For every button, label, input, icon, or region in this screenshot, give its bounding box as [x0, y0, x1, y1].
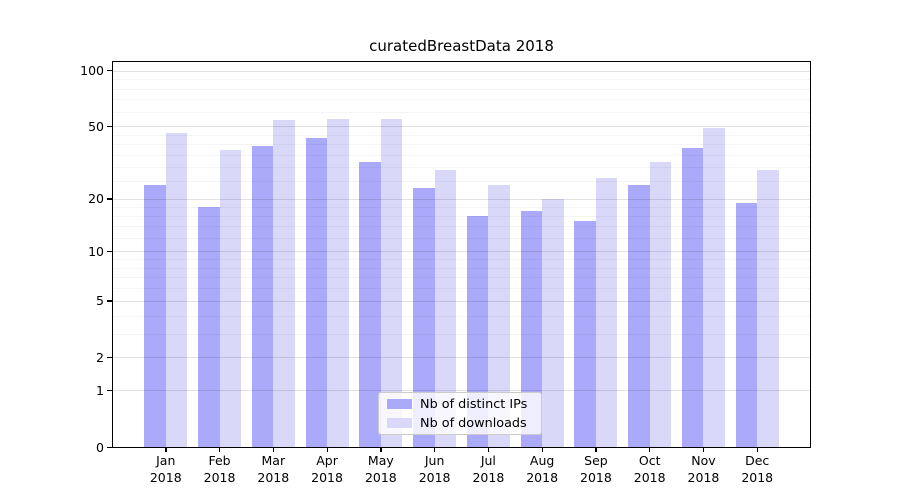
x-tick-year: 2018: [203, 469, 236, 485]
x-tick-year: 2018: [580, 469, 612, 485]
y-tick-mark: [107, 300, 112, 302]
x-tick-year: 2018: [741, 469, 774, 485]
y-tick-mark: [107, 125, 112, 128]
bar-distinct-ips-aug: [520, 211, 543, 447]
x-tick-mark: [219, 448, 221, 452]
legend-swatch-downloads: [387, 418, 412, 428]
x-tick-mark: [487, 448, 490, 452]
legend-label-distinct-ips: Nb of distinct IPs: [420, 396, 528, 412]
x-tick-month: Aug: [529, 453, 555, 468]
x-tick-month: Mar: [261, 453, 286, 468]
bar-distinct-ips-oct: [628, 184, 650, 447]
y-tick-label: 20: [88, 191, 104, 207]
y-tick-mark: [107, 198, 112, 200]
legend-swatch-distinct-ips: [387, 399, 412, 409]
bar-distinct-ips-may: [359, 161, 381, 447]
x-tick-mark: [272, 448, 275, 452]
bar-downloads-jul: [488, 184, 510, 447]
x-tick-year: 2018: [472, 469, 505, 485]
legend: Nb of distinct IPs Nb of downloads: [378, 392, 542, 435]
y-tick-label: 50: [88, 118, 104, 134]
x-tick-month: Oct: [638, 453, 661, 468]
y-tick-mark: [107, 250, 112, 253]
bar-downloads-sep: [595, 178, 618, 447]
x-tick-month: Feb: [208, 453, 231, 468]
x-tick-month: Sep: [584, 453, 608, 468]
x-tick-mark: [595, 448, 597, 452]
x-tick-label: Jul 2018: [458, 453, 518, 486]
bar-downloads-may: [380, 118, 403, 447]
x-tick-label: Feb 2018: [190, 453, 250, 486]
bar-downloads-apr: [327, 118, 349, 447]
y-tick-label: 10: [88, 243, 104, 259]
x-tick-label: May 2018: [351, 453, 411, 486]
x-tick-year: 2018: [149, 469, 182, 485]
x-tick-month: Jan: [156, 453, 176, 468]
bar-distinct-ips-mar: [251, 146, 274, 447]
bar-distinct-ips-apr: [305, 138, 328, 447]
bar-downloads-oct: [649, 161, 672, 447]
x-tick-month: Nov: [691, 453, 716, 468]
bar-downloads-jan: [165, 133, 188, 447]
bar-distinct-ips-feb: [198, 206, 220, 447]
x-tick-mark: [649, 448, 651, 452]
x-tick-mark: [380, 448, 382, 452]
x-tick-year: 2018: [364, 469, 397, 485]
x-tick-label: Nov 2018: [673, 453, 733, 486]
bar-downloads-dec: [757, 169, 779, 447]
x-tick-month: Jul: [480, 453, 496, 468]
x-tick-label: Apr 2018: [297, 453, 357, 486]
bar-downloads-jun: [434, 169, 457, 447]
x-tick-year: 2018: [526, 469, 559, 485]
x-tick-label: Dec 2018: [727, 453, 787, 486]
x-tick-mark: [541, 448, 543, 452]
x-tick-mark: [434, 448, 436, 452]
legend-item-distinct-ips: Nb of distinct IPs: [387, 397, 533, 412]
bar-downloads-aug: [542, 198, 564, 447]
y-tick-label: 100: [80, 63, 104, 79]
y-tick-label: 5: [96, 293, 104, 309]
legend-item-downloads: Nb of downloads: [387, 416, 533, 431]
x-tick-year: 2018: [687, 469, 720, 485]
chart-title: curatedBreastData 2018: [369, 37, 554, 55]
x-tick-label: Oct 2018: [620, 453, 680, 486]
x-tick-year: 2018: [418, 469, 451, 485]
x-tick-label: Sep 2018: [566, 453, 626, 486]
y-tick-label: 1: [96, 382, 104, 398]
bar-downloads-feb: [219, 150, 242, 447]
x-tick-year: 2018: [257, 469, 290, 485]
x-tick-mark: [326, 448, 328, 452]
legend-label-downloads: Nb of downloads: [420, 415, 527, 431]
x-tick-year: 2018: [633, 469, 666, 485]
x-tick-label: Jun 2018: [405, 453, 465, 486]
y-tick-mark: [107, 356, 112, 359]
bar-distinct-ips-sep: [574, 220, 596, 447]
x-tick-month: May: [367, 453, 394, 468]
x-tick-mark: [165, 448, 167, 452]
bar-distinct-ips-dec: [735, 202, 758, 447]
x-tick-month: Jun: [424, 453, 445, 468]
bar-downloads-mar: [273, 120, 295, 447]
bar-downloads-nov: [703, 128, 725, 447]
x-tick-label: Mar 2018: [243, 453, 303, 486]
x-tick-month: Dec: [745, 453, 770, 468]
bar-distinct-ips-jun: [413, 187, 435, 447]
y-tick-mark: [107, 389, 112, 392]
y-tick-mark: [107, 446, 112, 448]
bar-distinct-ips-jan: [144, 184, 166, 447]
bar-distinct-ips-nov: [681, 148, 704, 447]
x-tick-year: 2018: [311, 469, 343, 485]
y-tick-label: 2: [96, 349, 104, 365]
x-tick-month: Apr: [316, 453, 338, 468]
y-tick-mark: [107, 70, 112, 72]
x-tick-mark: [756, 448, 759, 452]
x-tick-label: Aug 2018: [512, 453, 572, 486]
y-tick-label: 0: [96, 439, 104, 455]
x-tick-mark: [702, 448, 705, 452]
x-tick-label: Jan 2018: [136, 453, 196, 486]
bar-distinct-ips-jul: [466, 215, 489, 447]
